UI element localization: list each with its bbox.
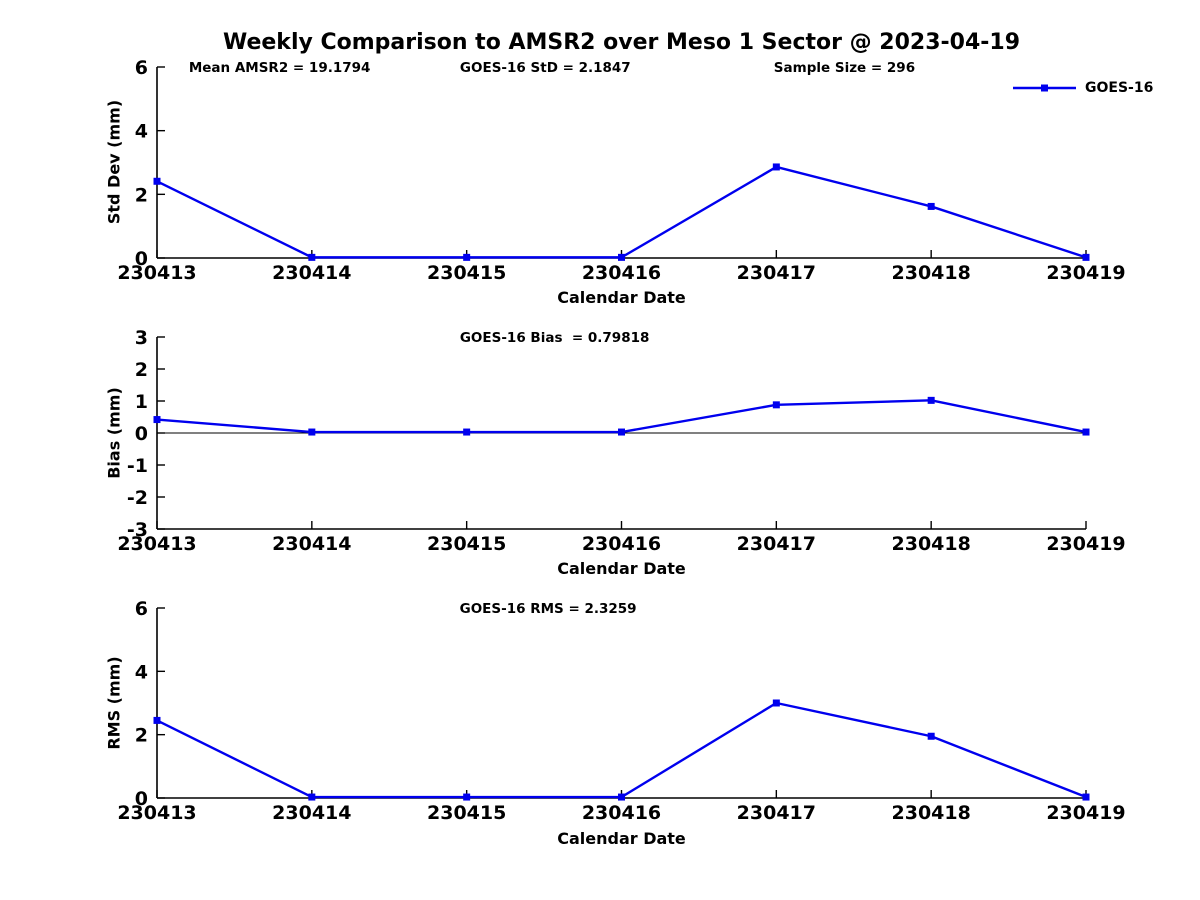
annotation-text: GOES-16 StD = 2.1847 xyxy=(460,60,631,76)
x-tick-label: 230413 xyxy=(117,802,196,824)
x-tick-label: 230414 xyxy=(272,802,351,824)
y-tick-label: 2 xyxy=(135,184,148,206)
y-axis-label-stddev: Std Dev (mm) xyxy=(104,99,124,225)
x-tick-label: 230418 xyxy=(892,533,971,555)
data-point-marker xyxy=(618,253,625,261)
x-axis-label-rms: Calendar Date xyxy=(557,829,686,848)
data-point-marker xyxy=(308,428,316,436)
x-tick-label: 230419 xyxy=(1046,262,1125,284)
figure-title: Weekly Comparison to AMSR2 over Meso 1 S… xyxy=(222,30,1021,55)
data-point-marker xyxy=(618,428,625,436)
x-tick-label: 230418 xyxy=(892,802,971,824)
y-tick-label: 1 xyxy=(135,391,148,413)
data-point-marker xyxy=(463,793,471,801)
y-tick-label: -1 xyxy=(127,455,148,477)
x-tick-label: 230419 xyxy=(1046,802,1125,824)
data-point-marker xyxy=(618,793,625,801)
legend-line-marker-icon xyxy=(1013,84,1076,92)
x-tick-label: 230415 xyxy=(427,533,506,555)
data-point-marker xyxy=(927,732,935,740)
y-tick-label: 2 xyxy=(135,359,148,381)
y-axis-label-bias: Bias (mm) xyxy=(104,387,124,479)
y-tick-label: -2 xyxy=(127,487,148,509)
legend-marker xyxy=(1041,84,1048,92)
x-tick-label: 230417 xyxy=(737,802,816,824)
data-point-marker xyxy=(153,416,161,424)
legend-label: GOES-16 xyxy=(1085,80,1154,96)
annotation-text: GOES-16 RMS = 2.3259 xyxy=(460,601,637,617)
series-line xyxy=(156,399,1087,434)
data-point-marker xyxy=(1082,793,1090,801)
data-point-marker xyxy=(308,253,316,261)
data-point-marker xyxy=(772,699,780,707)
y-tick-label: 4 xyxy=(135,121,148,143)
x-tick-label: 230417 xyxy=(737,533,816,555)
x-tick-label: 230413 xyxy=(117,533,196,555)
x-tick-label: 230416 xyxy=(582,262,661,284)
data-point-marker xyxy=(772,163,780,171)
y-tick-label: 6 xyxy=(135,598,148,620)
y-tick-label: 6 xyxy=(135,57,148,79)
data-point-marker xyxy=(927,202,935,210)
y-tick-label: -3 xyxy=(127,519,148,541)
y-tick-label: 4 xyxy=(135,661,148,683)
data-point-marker xyxy=(927,396,935,404)
annotation-text: GOES-16 Bias = 0.79818 xyxy=(460,330,650,346)
data-point-marker xyxy=(772,401,780,409)
data-point-marker xyxy=(1082,253,1090,261)
legend: GOES-16 xyxy=(1012,80,1153,96)
annotation-text: Sample Size = 296 xyxy=(774,60,915,76)
x-tick-label: 230415 xyxy=(427,802,506,824)
series-line xyxy=(156,165,1087,259)
x-tick-label: 230416 xyxy=(582,802,661,824)
x-tick-label: 230416 xyxy=(582,533,661,555)
x-axis-label-stddev: Calendar Date xyxy=(557,288,686,307)
series-line xyxy=(156,701,1087,799)
y-axis-label-rms: RMS (mm) xyxy=(104,656,124,750)
x-axis-label-bias: Calendar Date xyxy=(557,559,686,578)
y-tick-label: 3 xyxy=(135,327,148,349)
data-point-marker xyxy=(463,428,471,436)
x-tick-label: 230419 xyxy=(1046,533,1125,555)
y-tick-label: 0 xyxy=(135,248,148,270)
x-tick-label: 230417 xyxy=(737,262,816,284)
y-tick-label: 2 xyxy=(135,725,148,747)
x-tick-label: 230418 xyxy=(892,262,971,284)
data-point-marker xyxy=(463,253,471,261)
annotation-text: Mean AMSR2 = 19.1794 xyxy=(189,60,371,76)
data-point-marker xyxy=(308,793,316,801)
y-tick-label: 0 xyxy=(135,788,148,810)
data-point-marker xyxy=(153,716,161,724)
y-tick-label: 0 xyxy=(135,423,148,445)
x-tick-label: 230414 xyxy=(272,262,351,284)
data-point-marker xyxy=(1082,428,1090,436)
data-point-marker xyxy=(153,177,161,185)
x-tick-label: 230414 xyxy=(272,533,351,555)
x-tick-label: 230415 xyxy=(427,262,506,284)
x-tick-label: 230413 xyxy=(117,262,196,284)
